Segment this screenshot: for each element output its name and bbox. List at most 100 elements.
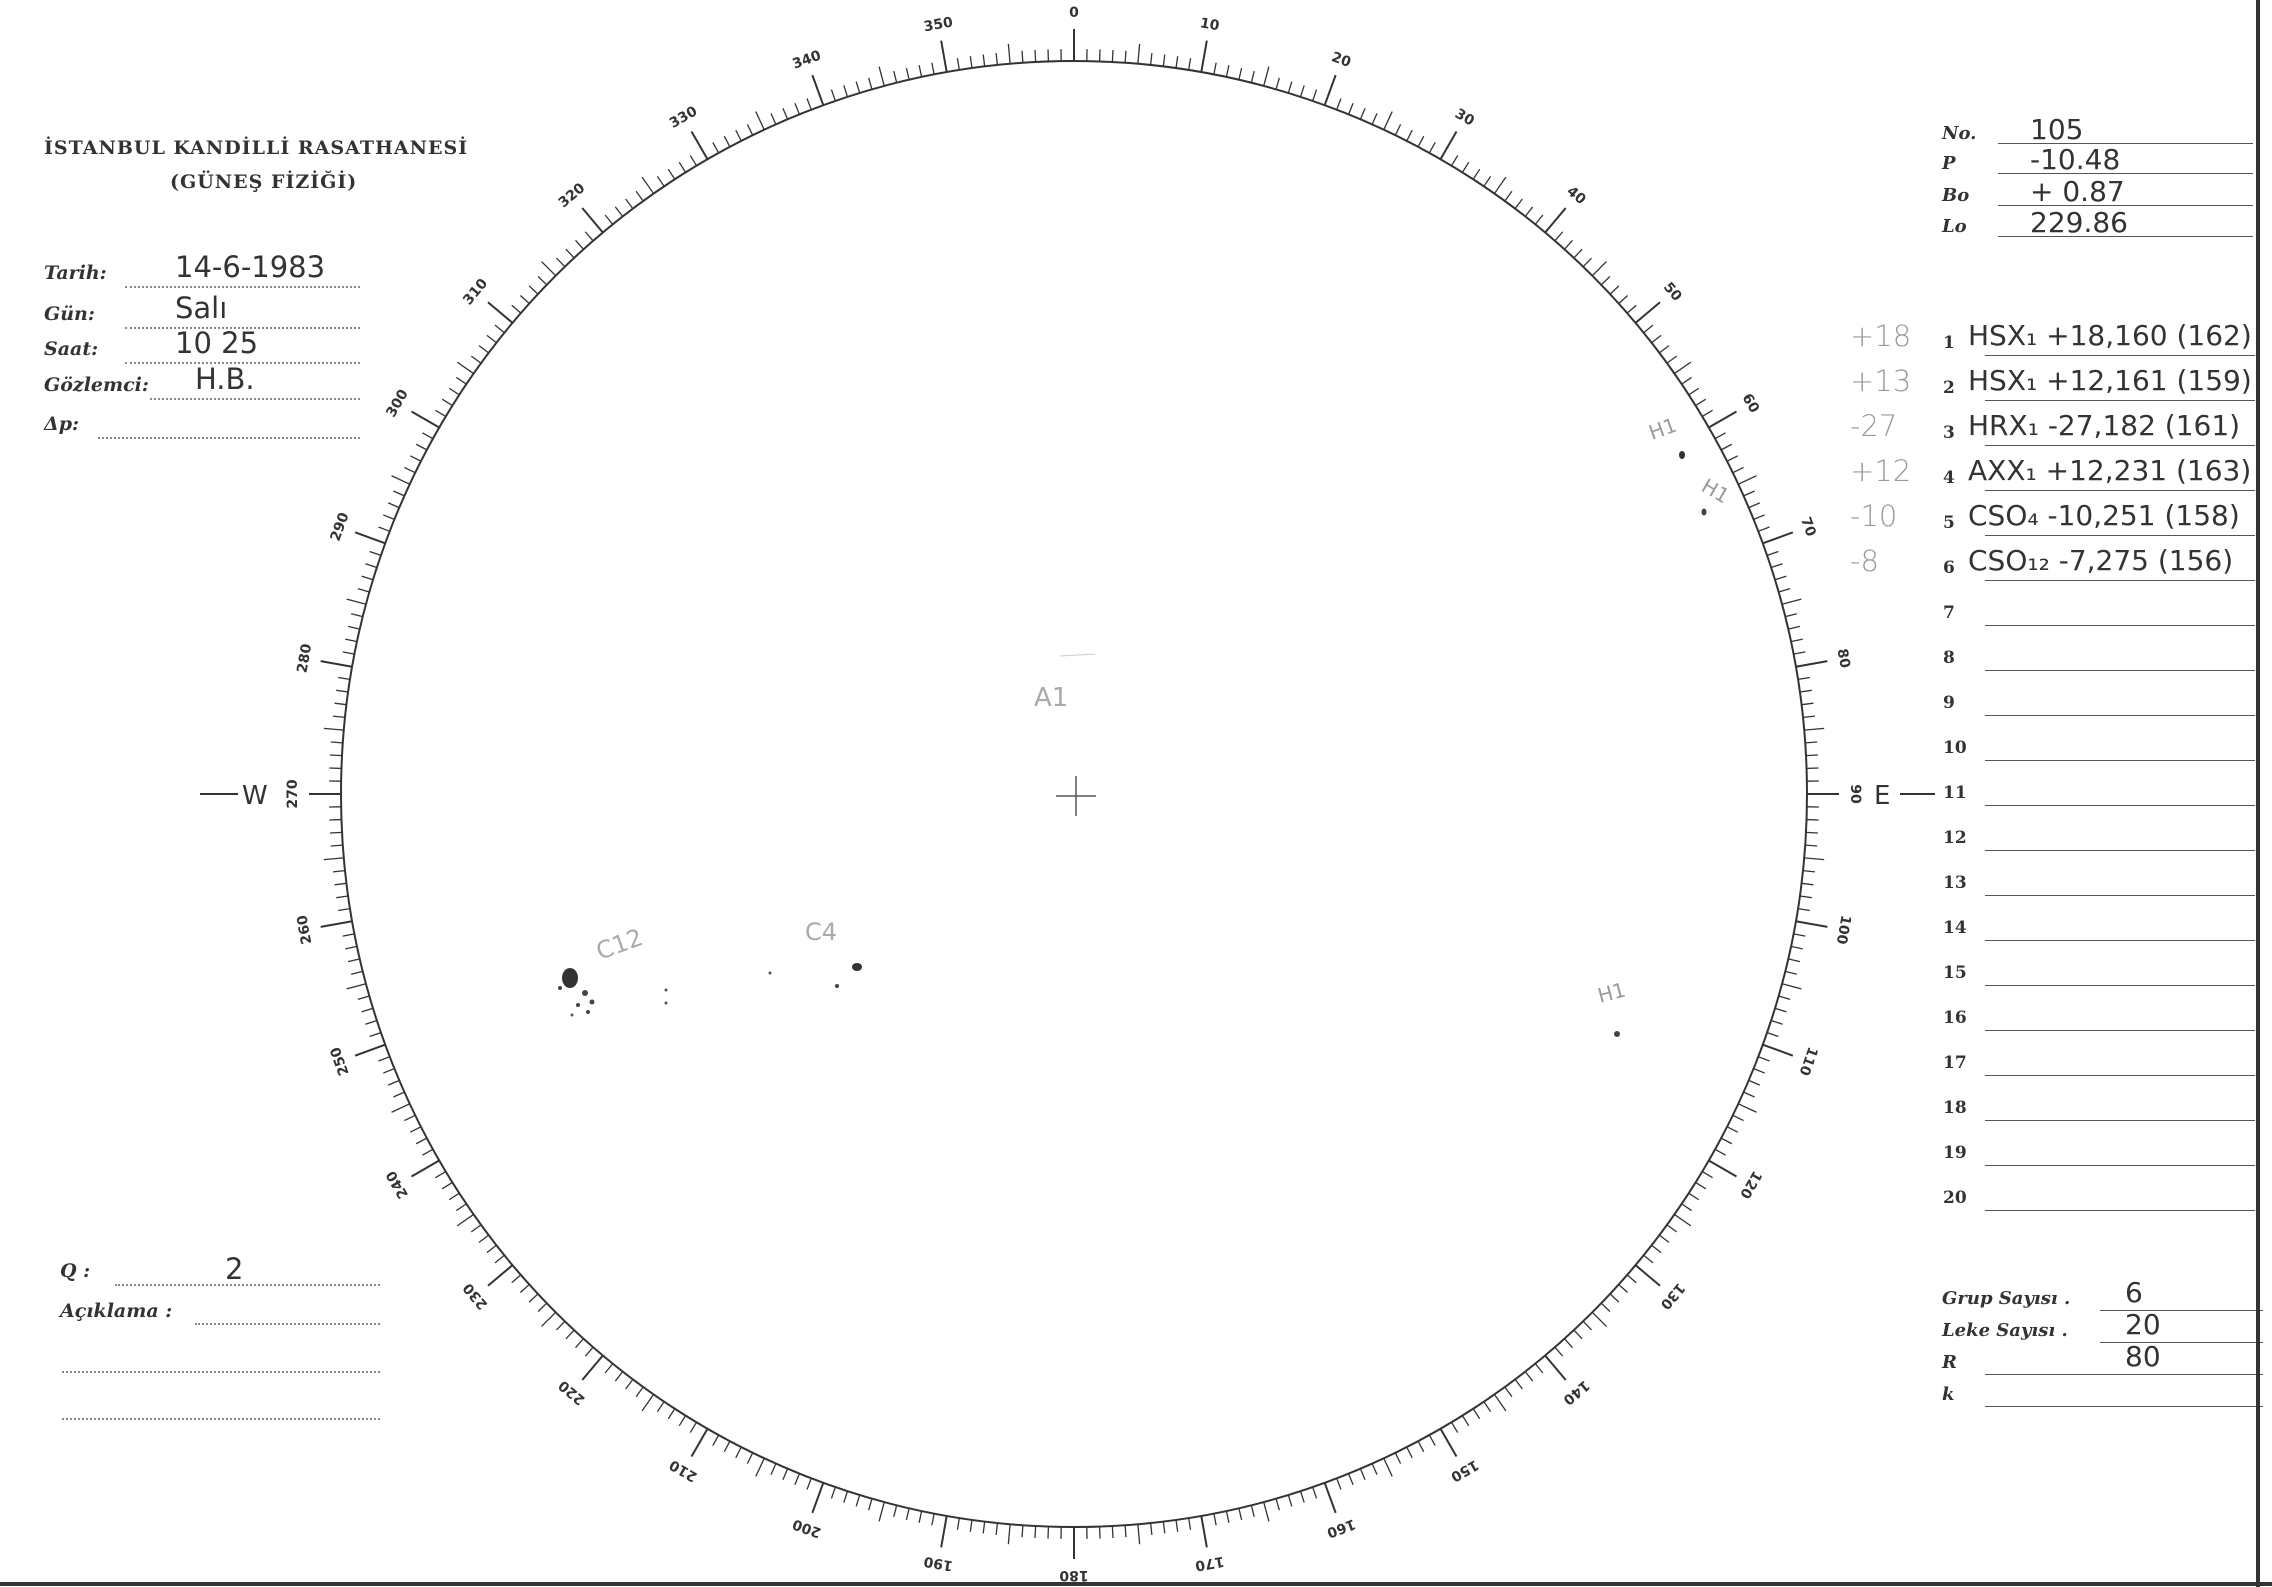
param-value: + 0.87	[2030, 175, 2125, 208]
degree-tick	[369, 550, 382, 556]
degree-label: 130	[1657, 1280, 1688, 1313]
group-number: 15	[1943, 963, 1967, 983]
degree-tick	[1708, 1159, 1738, 1178]
degree-tick	[342, 933, 355, 937]
degree-tick	[1149, 1522, 1153, 1535]
degree-tick	[1472, 1408, 1481, 1420]
remarks-line-1	[195, 1323, 380, 1325]
degree-tick	[1805, 831, 1819, 834]
degree-label: 70	[1797, 515, 1819, 539]
degree-tick	[1774, 575, 1787, 581]
degree-tick	[1312, 89, 1318, 102]
degree-tick	[1788, 958, 1801, 963]
group-line	[1985, 985, 2255, 986]
degree-tick	[494, 1254, 505, 1264]
degree-label: 80	[1834, 647, 1853, 669]
degree-tick	[354, 1043, 386, 1057]
degree-tick	[1336, 1478, 1342, 1490]
degree-tick	[782, 1468, 789, 1481]
degree-tick	[811, 1482, 825, 1514]
degree-tick	[357, 995, 370, 1000]
degree-tick	[1666, 355, 1678, 364]
degree-tick	[1793, 933, 1806, 937]
spot-label: H1	[1698, 474, 1734, 509]
degree-tick	[855, 1494, 861, 1507]
summary-line	[1985, 1406, 2263, 1407]
right-border	[2256, 0, 2260, 1587]
degree-tick	[1732, 1114, 1744, 1122]
degree-tick	[1406, 1446, 1413, 1459]
spot-label: C12	[592, 923, 646, 965]
degree-tick	[1795, 920, 1828, 928]
degree-tick	[541, 1311, 557, 1327]
group-entry: HSX₁ +12,161 (159)	[1968, 364, 2252, 397]
degree-tick	[1472, 168, 1481, 180]
degree-tick	[1162, 1521, 1166, 1534]
degree-tick	[1573, 248, 1583, 259]
group-line	[1985, 490, 2255, 491]
degree-tick	[1681, 1203, 1692, 1212]
degree-label: 60	[1739, 391, 1763, 416]
degree-tick	[329, 831, 343, 834]
degree-tick	[1753, 514, 1765, 521]
degree-tick	[1695, 398, 1707, 407]
degree-tick	[1573, 1329, 1583, 1340]
degree-tick	[656, 1401, 665, 1412]
degree-tick	[868, 77, 873, 90]
group-latitude: +13	[1850, 364, 1912, 398]
degree-tick	[1609, 285, 1620, 295]
degree-tick	[415, 443, 428, 451]
spot	[1701, 508, 1707, 516]
degree-tick	[918, 1510, 923, 1523]
degree-label: 240	[383, 1168, 412, 1202]
degree-tick	[1021, 50, 1024, 63]
degree-tick	[678, 1415, 687, 1427]
degree-tick	[712, 142, 720, 154]
degree-tick	[1748, 1079, 1761, 1086]
degree-tick	[1634, 1264, 1661, 1287]
degree-tick	[410, 1159, 440, 1178]
degree-tick	[1188, 58, 1192, 71]
degree-tick	[448, 1192, 460, 1201]
degree-tick	[712, 1434, 720, 1446]
degree-tick	[511, 304, 522, 314]
degree-tick	[1720, 1137, 1733, 1145]
degree-tick	[1802, 715, 1815, 719]
degree-tick	[1778, 995, 1791, 1000]
group-line	[1985, 805, 2255, 806]
degree-tick	[1299, 1490, 1305, 1503]
sunspot-h1-c: H1	[1595, 977, 1628, 1037]
degree-tick	[956, 1517, 960, 1530]
field-line	[98, 437, 360, 439]
degree-tick	[378, 526, 390, 532]
degree-tick	[1137, 43, 1141, 64]
degree-tick	[361, 575, 374, 581]
degree-tick	[1643, 1254, 1654, 1264]
group-line	[1985, 1075, 2255, 1076]
degree-tick	[1406, 129, 1413, 142]
degree-tick	[334, 702, 347, 706]
degree-tick	[1600, 276, 1611, 286]
param-label: Bo	[1942, 185, 1970, 206]
summary-value: 80	[2125, 1340, 2161, 1373]
degree-tick	[1688, 387, 1700, 396]
degree-tick	[1287, 1494, 1293, 1507]
center-cross	[1056, 776, 1096, 816]
summary-label: Grup Sayısı .	[1942, 1288, 2071, 1309]
degree-tick	[556, 257, 566, 268]
degree-tick	[1483, 176, 1492, 187]
degree-tick	[1383, 111, 1393, 130]
degree-tick	[1790, 638, 1803, 643]
degree-tick	[604, 1363, 614, 1374]
sunspot-h1-a: H1	[1646, 413, 1685, 459]
degree-tick	[1287, 81, 1293, 94]
field-label: Gün:	[44, 303, 95, 325]
degree-tick	[1417, 135, 1425, 148]
degree-tick	[378, 1056, 390, 1062]
degree-tick	[794, 1473, 801, 1485]
degree-label: 260	[294, 914, 315, 946]
summary-label: k	[1942, 1384, 1955, 1405]
degree-tick	[794, 103, 801, 115]
degree-tick	[918, 65, 923, 78]
